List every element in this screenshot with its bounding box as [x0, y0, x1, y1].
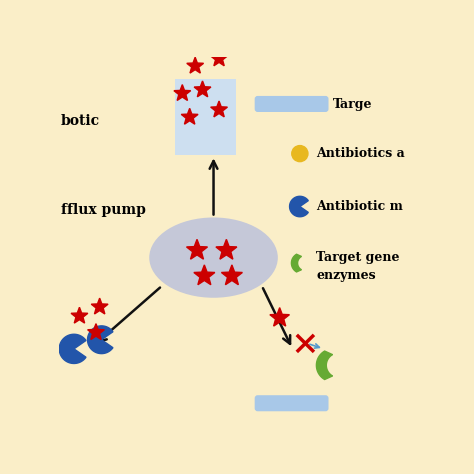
Polygon shape: [210, 50, 228, 66]
Polygon shape: [216, 239, 237, 259]
Text: Antibiotics a: Antibiotics a: [316, 147, 405, 160]
Polygon shape: [91, 298, 108, 314]
Polygon shape: [292, 254, 301, 272]
Polygon shape: [174, 85, 191, 100]
Polygon shape: [270, 308, 290, 326]
Polygon shape: [59, 334, 86, 364]
Polygon shape: [290, 196, 308, 217]
Polygon shape: [210, 101, 228, 117]
Polygon shape: [187, 239, 208, 259]
Text: enzymes: enzymes: [316, 269, 376, 283]
Circle shape: [292, 146, 308, 162]
Text: fflux pump: fflux pump: [61, 203, 146, 217]
Polygon shape: [88, 324, 104, 339]
Polygon shape: [194, 81, 211, 97]
Polygon shape: [88, 326, 113, 354]
Text: botic: botic: [61, 114, 100, 128]
Bar: [175, 79, 236, 155]
Polygon shape: [181, 109, 198, 124]
FancyBboxPatch shape: [255, 395, 328, 411]
Polygon shape: [194, 265, 215, 285]
Ellipse shape: [149, 218, 278, 298]
Text: Target gene: Target gene: [316, 251, 400, 264]
FancyBboxPatch shape: [255, 96, 328, 112]
Polygon shape: [221, 265, 242, 285]
Text: Antibiotic m: Antibiotic m: [316, 200, 403, 213]
Polygon shape: [317, 351, 333, 380]
Text: Targe: Targe: [333, 98, 373, 111]
Polygon shape: [187, 57, 203, 73]
Polygon shape: [71, 307, 88, 323]
